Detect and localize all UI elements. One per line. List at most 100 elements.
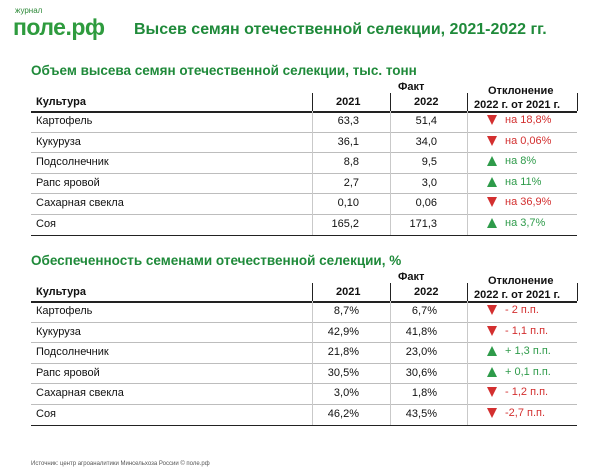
row-divider (31, 214, 577, 215)
cell-2022: 43,5% (405, 408, 437, 420)
bottom-rule (31, 424, 577, 426)
header-divider (312, 93, 313, 111)
header-rule (31, 111, 577, 113)
logo-caption: журнал (15, 6, 43, 15)
cell-2021: 165,2 (331, 218, 359, 230)
header-divider (390, 283, 391, 301)
cell-deviation: - 1,1 п.п. (487, 325, 548, 337)
cell-2022: 41,8% (405, 325, 437, 338)
triangle-up-icon (487, 218, 497, 229)
header-divider (312, 283, 313, 301)
logo-wordmark: поле.рф (13, 14, 105, 40)
cell-deviation: - 2 п.п. (487, 304, 539, 316)
cell-2022: 3,0 (421, 176, 437, 189)
triangle-up-icon (487, 156, 497, 167)
deviation-value: + 1,3 п.п. (505, 345, 551, 358)
page-title: Высев семян отечественной селекции, 2021… (134, 21, 547, 38)
cell-crop: Рапс яровой (36, 176, 100, 189)
row-divider (31, 172, 577, 174)
cell-2021: 63,3 (337, 115, 359, 127)
row-divider (31, 383, 577, 385)
cell-2021: 2,7 (343, 176, 359, 189)
deviation-value: на 8% (505, 155, 537, 168)
header-divider (467, 93, 468, 111)
cell-2022: 0,06 (415, 197, 437, 210)
header-divider (577, 283, 578, 301)
cell-crop: Кукуруза (36, 135, 81, 148)
cell-2021: 46,2% (327, 408, 359, 420)
deviation-value: - 1,2 п.п. (505, 386, 549, 399)
cell-crop: Подсолнечник (36, 346, 109, 359)
cell-deviation: + 0,1 п.п. (487, 366, 551, 378)
cell-deviation: - 1,2 п.п. (487, 386, 548, 398)
deviation-value: на 0,06% (505, 134, 552, 147)
cell-deviation: на 36,9% (487, 196, 551, 208)
header-divider (467, 283, 468, 301)
triangle-up-icon (487, 346, 497, 357)
row-divider (31, 404, 577, 405)
column-header-fact: Факт (398, 81, 425, 93)
triangle-down-icon (487, 135, 497, 146)
deviation-value: на 18,8% (505, 114, 552, 127)
cell-deviation: на 0,06% (487, 135, 551, 147)
row-divider (31, 321, 577, 323)
cell-deviation: на 18,8% (487, 114, 551, 126)
column-header-2022: 2022 (414, 286, 439, 298)
section-heading: Объем высева семян отечественной селекци… (31, 63, 417, 78)
column-header-deviation-period: 2022 г. от 2021 г. (474, 99, 561, 111)
header-divider (577, 93, 578, 111)
column-divider (312, 301, 313, 425)
column-header-2022: 2022 (414, 96, 439, 108)
cell-2021: 8,8 (343, 156, 359, 169)
row-divider (31, 152, 577, 154)
cell-deviation: + 1,3 п.п. (487, 345, 551, 357)
bottom-rule (31, 234, 577, 236)
cell-crop: Картофель (36, 305, 93, 317)
triangle-up-icon (487, 366, 497, 377)
triangle-down-icon (487, 305, 497, 316)
cell-deviation: на 8% (487, 155, 536, 167)
cell-2021: 21,8% (327, 346, 359, 359)
cell-2022: 1,8% (411, 387, 437, 400)
deviation-value: на 3,7% (505, 217, 546, 230)
column-header-deviation: Отклонение (488, 275, 554, 287)
column-divider (390, 301, 391, 425)
column-divider (467, 301, 468, 425)
column-header-deviation-period: 2022 г. от 2021 г. (474, 289, 561, 301)
cell-2021: 0,10 (337, 197, 359, 210)
column-header-2021: 2021 (336, 286, 361, 298)
triangle-up-icon (487, 176, 497, 187)
cell-2022: 171,3 (409, 218, 437, 230)
cell-2022: 34,0 (415, 135, 437, 148)
cell-deviation: на 11% (487, 176, 541, 188)
deviation-value: + 0,1 п.п. (505, 365, 551, 378)
column-header-deviation: Отклонение (488, 85, 554, 97)
deviation-value: - 2 п.п. (505, 304, 539, 317)
deviation-value: на 11% (505, 175, 542, 188)
cell-2022: 23,0% (405, 346, 437, 359)
cell-deviation: -2,7 п.п. (487, 407, 545, 419)
header-divider (390, 93, 391, 111)
logo: журнал поле.рф (13, 6, 133, 46)
triangle-down-icon (487, 408, 497, 419)
cell-2021: 36,1 (337, 135, 359, 148)
cell-2021: 30,5% (327, 366, 359, 379)
cell-2022: 6,7% (411, 305, 437, 317)
cell-crop: Соя (36, 218, 57, 230)
cell-2021: 3,0% (333, 387, 359, 400)
cell-2021: 42,9% (327, 325, 359, 338)
header-rule (31, 301, 577, 303)
cell-deviation: на 3,7% (487, 217, 545, 229)
cell-2022: 9,5 (421, 156, 437, 169)
triangle-down-icon (487, 115, 497, 126)
column-divider (390, 111, 391, 235)
cell-crop: Подсолнечник (36, 156, 109, 169)
cell-2022: 30,6% (405, 366, 437, 379)
triangle-down-icon (487, 325, 497, 336)
deviation-value: -2,7 п.п. (505, 407, 546, 420)
cell-2021: 8,7% (333, 305, 359, 317)
column-header-2021: 2021 (336, 96, 361, 108)
source-footnote: Источник: центр агроаналитики Минсельхоз… (31, 461, 210, 467)
triangle-down-icon (487, 387, 497, 398)
row-divider (31, 362, 577, 364)
